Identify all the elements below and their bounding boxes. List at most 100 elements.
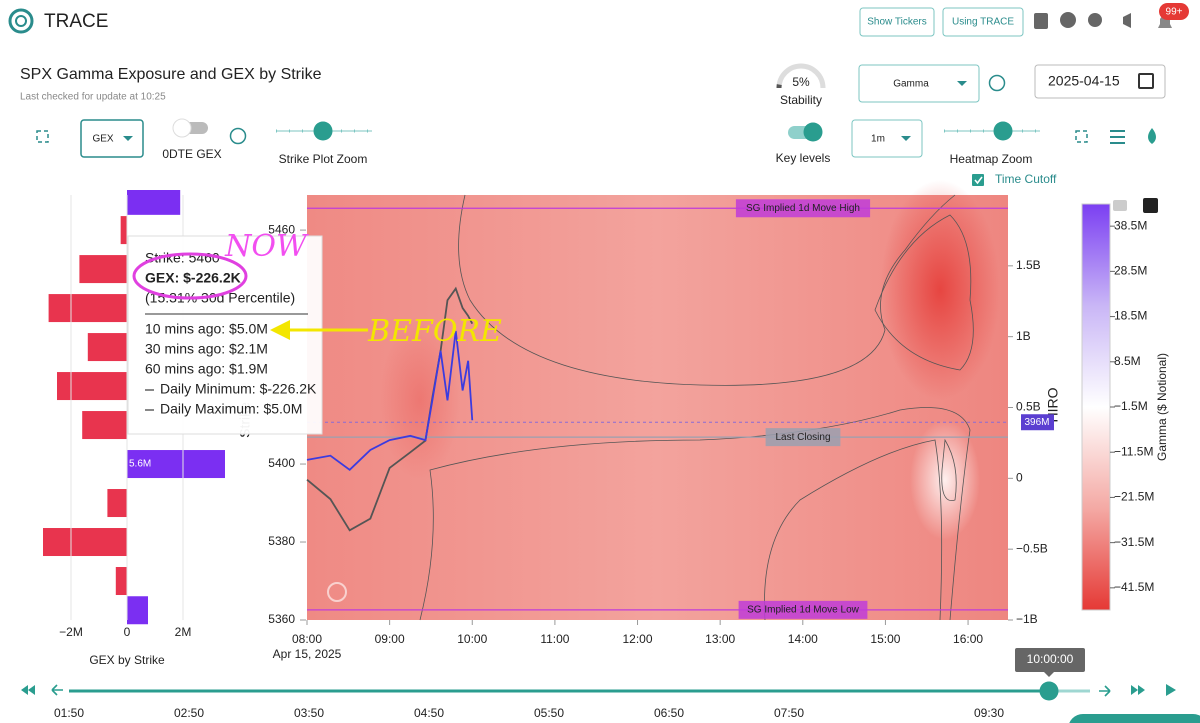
x-tick-label: 10:00 [457, 632, 487, 646]
toggle-knob [172, 118, 192, 138]
bar [79, 255, 127, 284]
y2-tick-label: −1B [1016, 612, 1038, 626]
bar [57, 372, 127, 401]
timeline-tick-label: 02:50 [174, 706, 204, 720]
info-icon[interactable] [988, 74, 1006, 92]
action-button[interactable] [1068, 714, 1200, 723]
timeline-tick-label: 09:30 [974, 706, 1004, 720]
interval-value[interactable]: 1m [871, 134, 885, 145]
y2-tick-label: 1B [1016, 329, 1031, 343]
time-tooltip-label: 10:00:00 [1027, 652, 1074, 666]
key-levels-label: Key levels [776, 151, 831, 165]
annotation-circle [132, 252, 248, 300]
x-axis-label: GEX by Strike [89, 653, 165, 667]
y-tick-label: 5460 [268, 222, 295, 236]
tooltip-history: 30 mins ago: $2.1M [145, 341, 268, 357]
contour [458, 194, 956, 386]
stability-gauge: 5% Stability [776, 63, 826, 107]
key-level-label: Last Closing [775, 432, 830, 443]
date-input[interactable] [1034, 64, 1166, 99]
colorbar-tick-label: −31.5M [1114, 535, 1154, 549]
logo-inner [15, 15, 27, 27]
colorbar-tick-label: −1.5M [1114, 399, 1148, 413]
header: TRACE Show Tickers Using TRACE 99+ [8, 3, 1189, 37]
key-level-box [738, 600, 868, 619]
gauge-track [776, 63, 826, 89]
play-button[interactable] [1166, 684, 1176, 696]
info-icon[interactable] [229, 127, 247, 145]
fast-forward-button[interactable] [1131, 685, 1145, 695]
bar [107, 489, 127, 518]
bar [127, 450, 225, 479]
page-subtitle: Last checked for update at 10:25 [20, 92, 166, 103]
tooltip-line: GEX: $-226.2K [145, 270, 241, 286]
colorbar-tick-label: 38.5M [1114, 218, 1147, 232]
x-tick-label: −2M [59, 625, 83, 639]
icon-settings[interactable] [1088, 13, 1102, 27]
icon-docs[interactable] [1034, 13, 1048, 29]
button-label[interactable]: Using TRACE [952, 17, 1014, 28]
timeline-tick-label: 01:50 [54, 706, 84, 720]
annotation-now: NOW [224, 229, 309, 264]
heat-region [380, 320, 460, 480]
colorbar-scale [1081, 203, 1111, 611]
heat-region [910, 420, 980, 540]
key-level-box [735, 199, 871, 218]
expand-icon[interactable] [36, 130, 49, 143]
slider-thumb[interactable] [313, 121, 333, 141]
slider-thumb[interactable] [993, 121, 1013, 141]
camera-icon[interactable] [1113, 200, 1127, 211]
gex-mode[interactable]: GEX [92, 134, 113, 145]
measure-value[interactable]: Gamma [893, 79, 929, 90]
colorbar: 38.5M 28.5M 18.5M 8.5M −1.5M −11.5M −21.5M −31.… [1081, 203, 1169, 611]
key-level-box [765, 428, 841, 447]
colorbar-tick-label: 8.5M [1114, 354, 1141, 368]
step-back-button[interactable] [51, 684, 63, 696]
gex-dropdown[interactable] [80, 119, 144, 158]
interval-dropdown[interactable] [851, 119, 923, 158]
x-tick-label: 15:00 [870, 632, 900, 646]
theme-icon[interactable] [1148, 128, 1156, 144]
odte-label: 0DTE GEX [162, 147, 221, 161]
check-mark [974, 176, 983, 185]
colorbar-tick-label: 18.5M [1114, 309, 1147, 323]
gex-chart: −2M 0 2M GEX by Strike 5.6M [43, 190, 225, 667]
icon-announce[interactable] [1123, 13, 1131, 28]
key-level-label: SG Implied 1d Move High [746, 203, 860, 214]
gauge-value: 5% [792, 75, 810, 89]
contour [874, 214, 974, 371]
bar [48, 294, 127, 323]
settings-icon[interactable] [1110, 130, 1125, 144]
series-line [306, 330, 474, 472]
icon-help[interactable] [1060, 12, 1076, 28]
timeline-thumb[interactable] [1039, 681, 1059, 701]
button-label[interactable]: Show Tickers [867, 17, 926, 28]
heat-region [880, 180, 1000, 400]
colorbar-tick-label: −11.5M [1114, 444, 1153, 458]
calendar-icon[interactable] [1138, 73, 1154, 89]
y-tick-label: 5380 [268, 534, 295, 548]
rewind-button[interactable] [21, 685, 35, 695]
hiro-badge-label: 396M [1024, 417, 1049, 428]
y-tick-label: 5360 [268, 612, 295, 626]
button[interactable] [942, 7, 1024, 37]
tooltip-line: (15.31% 30d Percentile) [145, 290, 295, 306]
chart-icon[interactable] [1143, 198, 1158, 213]
strike-zoom-label: Strike Plot Zoom [279, 152, 368, 166]
x-tick-label: 11:00 [540, 632, 569, 646]
x-tick-label: 14:00 [788, 632, 818, 646]
gauge-caption: Stability [780, 93, 822, 107]
time-tooltip-pointer [1044, 672, 1054, 677]
button[interactable] [859, 7, 935, 37]
date-value[interactable]: 2025-04-15 [1048, 73, 1120, 89]
x-tick-label: 09:00 [375, 632, 405, 646]
expand-icon[interactable] [1075, 130, 1088, 143]
measure-dropdown[interactable] [858, 64, 980, 103]
gex-bars [43, 190, 225, 625]
x-tick-label: 2M [175, 625, 192, 639]
step-forward-button[interactable] [1099, 685, 1111, 697]
time-cutoff-checkbox[interactable] [972, 174, 984, 186]
tooltip-history: Daily Minimum: $-226.2K [160, 381, 317, 397]
x-tick-label: 13:00 [705, 632, 735, 646]
